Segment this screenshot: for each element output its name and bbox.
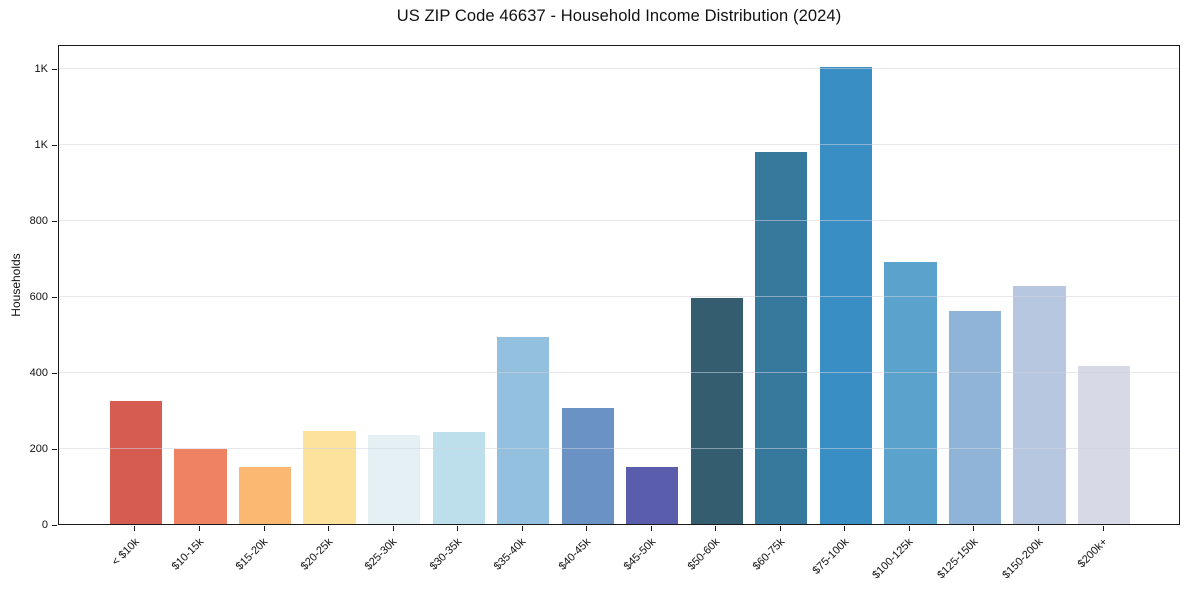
bar-16 — [1077, 366, 1131, 524]
bar-11 — [755, 151, 808, 524]
y-tick-mark — [52, 524, 57, 526]
bar-13 — [884, 261, 937, 524]
y-tick-mark — [52, 448, 57, 450]
x-tick-label: $75-100k — [810, 536, 852, 577]
y-tick-mark — [52, 296, 57, 298]
gridline — [59, 372, 1179, 374]
y-tick-label: 1K — [34, 62, 48, 75]
bars-layer — [59, 46, 1179, 524]
y-tick-mark — [52, 372, 57, 374]
x-tick-mark — [973, 526, 975, 531]
gridline — [59, 296, 1179, 298]
x-tick-label: $100-125k — [870, 536, 916, 582]
bar-10 — [690, 298, 743, 524]
bar-9 — [626, 466, 679, 524]
bar-4 — [303, 431, 356, 524]
x-tick-label: $30-35k — [427, 536, 465, 573]
x-tick-mark — [199, 526, 200, 531]
bar-3 — [238, 467, 292, 524]
x-tick-mark — [1037, 526, 1039, 531]
x-tick-label: < $10k — [109, 536, 142, 569]
y-tick-mark — [52, 68, 57, 70]
grid-layer — [59, 46, 1179, 524]
x-tick-mark — [134, 526, 136, 531]
x-tick-mark — [1102, 526, 1104, 531]
x-tick-mark — [844, 526, 846, 531]
x-tick-label: $200k+ — [1075, 536, 1110, 571]
x-tick-mark — [263, 526, 265, 531]
x-tick-label: $45-50k — [621, 536, 658, 573]
bar-7 — [497, 336, 550, 524]
x-tick-mark — [328, 526, 330, 531]
x-tick-label: $35-40k — [492, 536, 529, 573]
y-tick-label: 0 — [41, 518, 48, 531]
y-tick-label: 600 — [29, 290, 48, 303]
gridline — [59, 448, 1179, 450]
x-tick-label: $125-150k — [935, 536, 981, 582]
gridline — [59, 220, 1179, 222]
x-tick-label: $20-25k — [298, 536, 336, 573]
y-tick-mark — [52, 144, 57, 146]
y-tick-mark — [52, 220, 57, 222]
y-tick-label: 200 — [29, 442, 48, 455]
gridline — [59, 68, 1179, 70]
x-tick-mark — [779, 526, 781, 531]
bar-8 — [561, 408, 614, 524]
bar-1 — [109, 400, 163, 524]
x-tick-mark — [457, 526, 459, 531]
x-tick-mark — [715, 526, 717, 531]
x-tick-label: $10-15k — [169, 536, 207, 573]
x-tick-mark — [521, 526, 523, 531]
bar-6 — [432, 432, 485, 524]
x-tick-label: $15-20k — [233, 536, 271, 573]
y-tick-label: 1K — [34, 138, 48, 151]
gridline — [59, 144, 1179, 146]
plot-area — [58, 45, 1180, 525]
x-tick-label: $150-200k — [999, 536, 1045, 582]
bar-2 — [174, 449, 227, 524]
bar-15 — [1013, 285, 1066, 524]
y-tick-label: 800 — [29, 214, 48, 227]
y-axis-label: Households — [9, 253, 23, 317]
x-tick-mark — [392, 526, 394, 531]
x-tick-label: $60-75k — [750, 536, 787, 573]
bar-14 — [948, 311, 1002, 524]
x-tick-label: $40-45k — [556, 536, 594, 573]
x-tick-mark — [586, 526, 588, 531]
bar-12 — [819, 66, 872, 524]
x-tick-label: $50-60k — [685, 536, 723, 573]
chart-title: US ZIP Code 46637 - Household Income Dis… — [396, 7, 842, 25]
x-tick-label: $25-30k — [363, 536, 400, 573]
x-tick-mark — [650, 526, 652, 531]
x-tick-mark — [908, 526, 910, 531]
bar-5 — [367, 434, 421, 524]
y-tick-label: 400 — [29, 366, 48, 379]
